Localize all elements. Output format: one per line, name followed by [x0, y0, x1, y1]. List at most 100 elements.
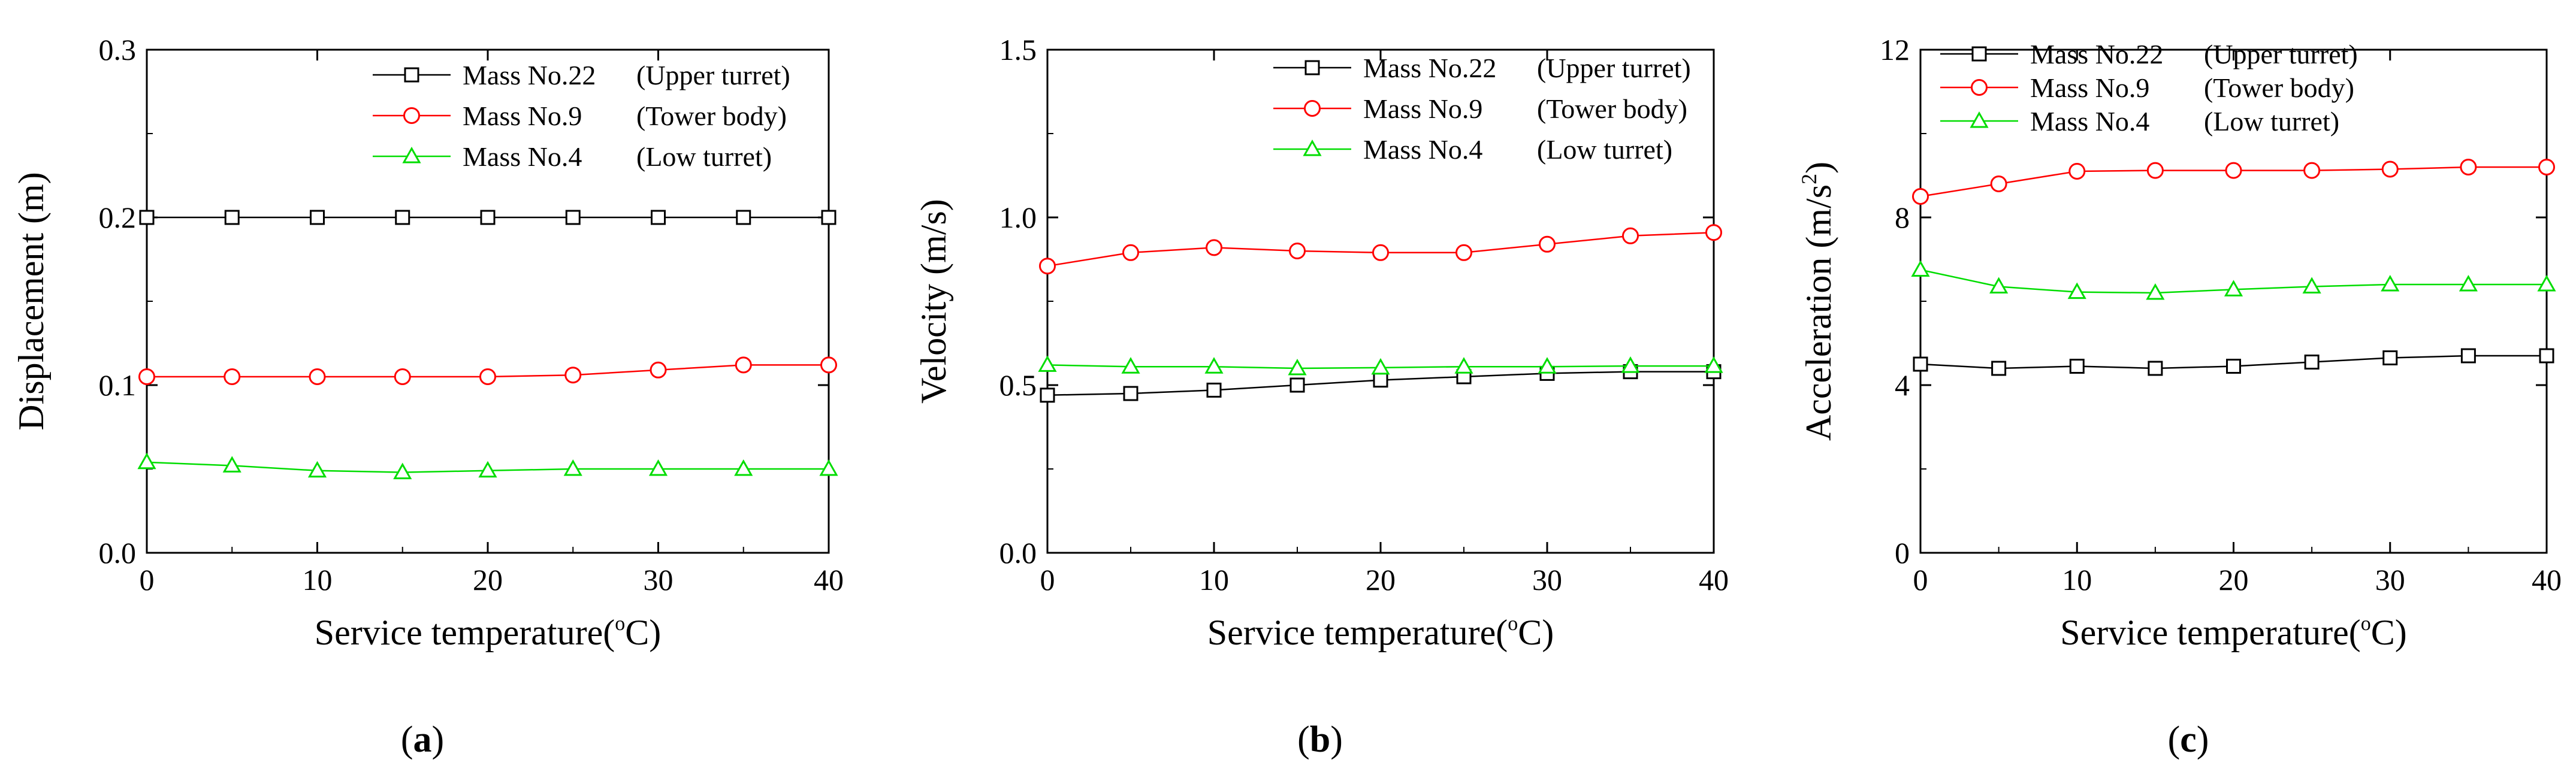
y-tick-label: 4: [1895, 368, 1910, 402]
data-point: [2381, 161, 2399, 178]
series-circle: [1912, 159, 2555, 205]
data-point: [651, 210, 666, 225]
data-point: [1206, 382, 1222, 398]
x-tick-label: 10: [1199, 563, 1229, 597]
data-point: [2146, 283, 2165, 300]
chart-panel-c: 0 10 20 30 40 0 4 8 12 Service temperature(oC) Acc…: [1797, 33, 2562, 760]
y-axis-title: Velocity (m/s): [914, 199, 953, 404]
x-tick-label: 40: [2532, 563, 2562, 597]
data-point: [1372, 244, 1389, 261]
data-point: [1121, 357, 1140, 374]
data-point: [1288, 358, 1307, 376]
legend-marker: [1971, 79, 1988, 96]
legend-marker: [404, 67, 419, 83]
legend-label: Mass No.9: [2030, 72, 2149, 103]
x-axis-title: Service temperature(oC): [315, 613, 661, 652]
data-point: [2538, 159, 2555, 175]
x-tick-label: 0: [1913, 563, 1928, 597]
data-point: [2539, 348, 2554, 364]
data-point: [139, 210, 155, 225]
x-tick-label: 30: [644, 563, 674, 597]
data-point: [395, 210, 410, 225]
data-point: [1704, 356, 1723, 373]
data-point: [2303, 162, 2321, 179]
data-point: [735, 356, 752, 374]
data-point: [1206, 239, 1222, 256]
data-point: [2067, 282, 2086, 299]
data-point: [650, 361, 667, 379]
data-point: [734, 459, 753, 476]
data-point: [1989, 277, 2009, 293]
data-point: [736, 210, 751, 225]
data-point: [1538, 357, 1557, 374]
x-tick-label: 30: [2375, 563, 2405, 597]
legend-note: (Upper turret): [2204, 39, 2358, 69]
data-point: [1040, 388, 1055, 403]
legend-note: (Low turret): [1537, 134, 1672, 165]
data-point: [2537, 274, 2556, 292]
y-tick-label: 1.5: [999, 33, 1037, 66]
data-point: [480, 210, 496, 225]
series-circle: [1039, 224, 1722, 275]
data-point: [648, 459, 668, 476]
legend-marker: [1304, 100, 1321, 117]
panel-caption: (a): [401, 719, 444, 760]
x-tick-label: 40: [1699, 563, 1729, 597]
x-tick-label: 0: [1040, 563, 1055, 597]
data-point: [1913, 356, 1928, 372]
legend-label: Mass No.4: [463, 141, 582, 172]
chart-panel-b: 0 10 20 30 40 0.0 0.5 1.0 1.5 Service temperature…: [914, 33, 1729, 760]
data-point: [1204, 357, 1224, 374]
data-point: [137, 452, 156, 470]
data-point: [1123, 386, 1138, 401]
y-tick-label: 1.0: [999, 201, 1037, 234]
series-triangle: [137, 452, 838, 480]
data-point: [2224, 280, 2243, 296]
legend-label: Mass No.4: [2030, 106, 2149, 137]
data-point: [2068, 163, 2086, 180]
data-point: [1621, 356, 1640, 373]
data-point: [1912, 188, 1929, 205]
data-point: [479, 368, 496, 385]
data-point: [820, 356, 837, 374]
x-tick-label: 10: [303, 563, 333, 597]
data-point: [2302, 277, 2321, 293]
x-tick-label: 30: [1532, 563, 1562, 597]
y-tick-label: 0.0: [99, 536, 137, 570]
data-point: [1289, 377, 1305, 393]
data-point: [307, 461, 327, 478]
y-tick-label: 0: [1895, 536, 1910, 570]
data-point: [2225, 162, 2242, 179]
legend-note: (Tower body): [1537, 93, 1687, 124]
data-point: [819, 459, 838, 476]
data-point: [821, 210, 836, 225]
x-tick-label: 20: [473, 563, 503, 597]
data-point: [393, 462, 412, 480]
panel-caption: (c): [2168, 719, 2209, 760]
data-point: [1039, 258, 1056, 275]
legend-note: (Upper turret): [636, 60, 790, 90]
x-tick-label: 20: [1366, 563, 1396, 597]
y-tick-label: 0.0: [999, 536, 1037, 570]
data-point: [2381, 274, 2400, 292]
x-tick-label: 20: [2219, 563, 2249, 597]
legend-note: (Tower body): [2204, 72, 2354, 103]
legend-label: Mass No.22: [1363, 53, 1496, 83]
legend-marker: [1970, 111, 1989, 128]
legend-note: (Upper turret): [1537, 53, 1691, 83]
legend-marker: [1303, 139, 1322, 156]
plot-frame: [1046, 49, 1715, 554]
data-point: [1455, 244, 1472, 261]
x-tick-label: 0: [140, 563, 155, 597]
series-circle: [138, 356, 837, 385]
data-point: [2226, 359, 2241, 374]
data-point: [564, 367, 582, 384]
data-point: [224, 368, 241, 385]
data-point: [1705, 224, 1722, 241]
x-axis-title: Service temperature(oC): [2060, 613, 2406, 652]
legend-note: (Tower body): [636, 101, 787, 131]
data-point: [310, 210, 325, 225]
y-tick-label: 0.1: [99, 368, 137, 402]
data-point: [2459, 274, 2478, 292]
x-tick-label: 10: [2062, 563, 2092, 597]
